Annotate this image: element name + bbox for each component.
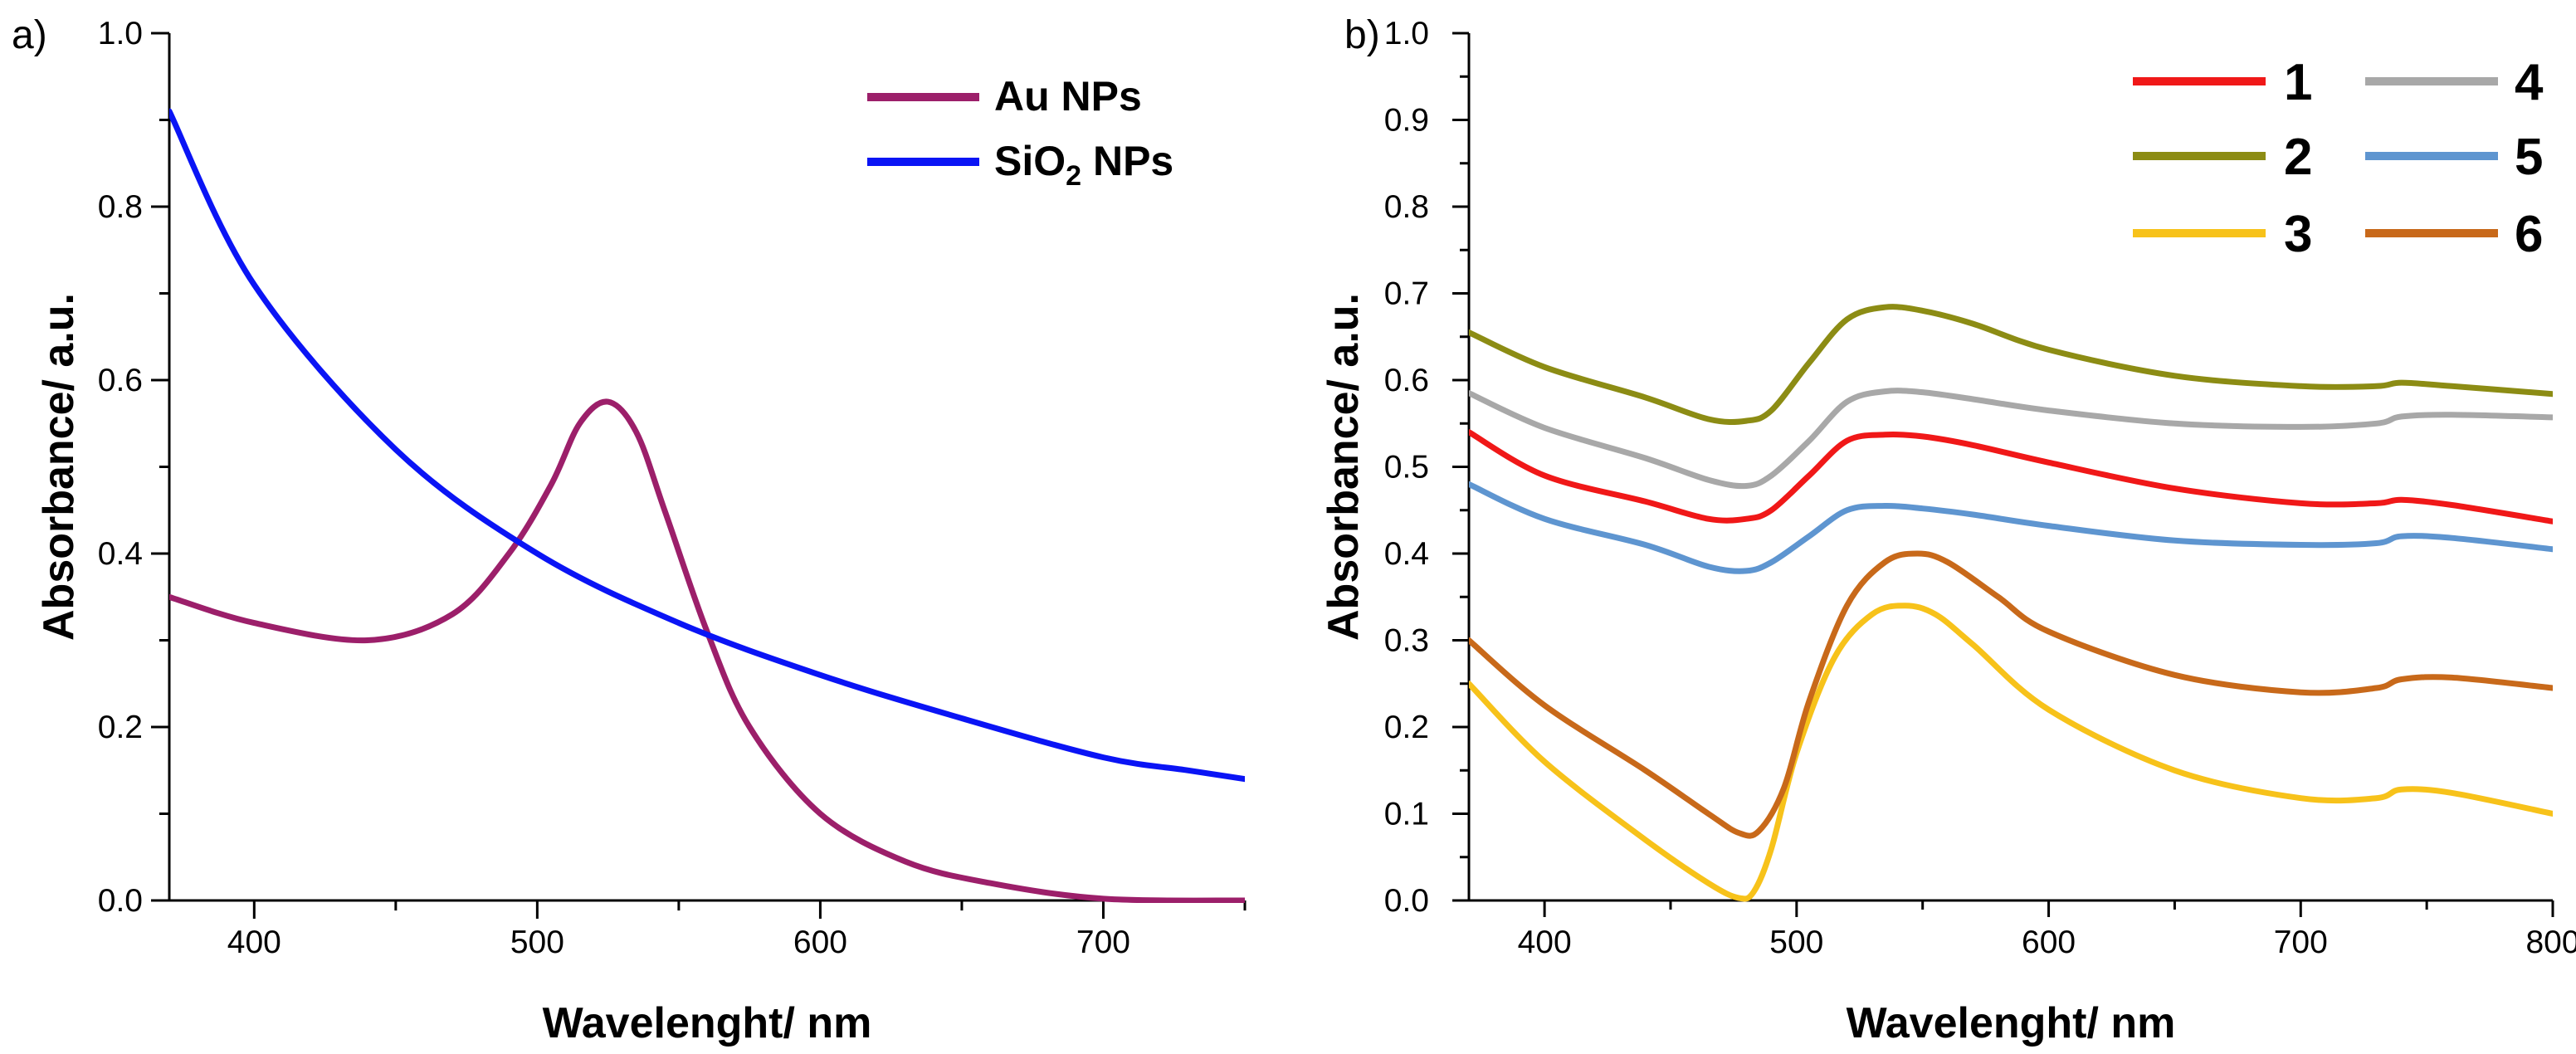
series-line-1 (1469, 429, 2553, 525)
y-tick-label: 0.6 (1384, 363, 1429, 398)
legend-label: 5 (2515, 129, 2543, 186)
x-tick-label: 400 (1518, 925, 1572, 960)
y-tick-label: 0.2 (1384, 710, 1429, 745)
panel-label: b) (1344, 13, 1380, 57)
series-line-5 (1469, 481, 2553, 574)
x-axis-title: Wavelenght/ nm (543, 999, 872, 1047)
y-tick-label: 0.0 (98, 883, 143, 919)
legend-label: SiO2 NPs (994, 138, 1173, 192)
x-tick-label: 600 (793, 925, 847, 960)
series-line-au-nps (169, 398, 1245, 903)
x-tick-label: 700 (1076, 925, 1130, 960)
panel-label: a) (12, 13, 47, 57)
chart-panel-a: 0.0 0.2 0.4 0.6 0.8 1.0 400 500 600 700 Wavelenght… (12, 13, 1247, 1047)
legend-label: 4 (2515, 54, 2544, 111)
y-tick-label: 0.4 (1384, 536, 1429, 572)
x-axis-title: Wavelenght/ nm (1847, 999, 2176, 1047)
y-axis-title: Absorbance/ a.u. (1320, 293, 1368, 641)
series-group (1469, 304, 2553, 902)
legend-label: 3 (2284, 206, 2312, 263)
y-tick-label: 0.8 (98, 189, 143, 225)
series-group (169, 108, 1245, 903)
y-tick-label: 0.9 (1384, 103, 1429, 139)
legend-label: 6 (2515, 206, 2543, 263)
y-axis-title: Absorbance/ a.u. (35, 293, 83, 641)
x-tick-label: 800 (2525, 925, 2576, 960)
chart-panel-b: 0.0 0.1 0.2 0.3 0.4 0.5 0.6 0.7 0.8 0.9 1.0 400 500 6… (1320, 13, 2576, 1047)
y-tick-label: 0.7 (1384, 276, 1429, 312)
x-tick-label: 400 (227, 925, 281, 960)
series-line-6 (1469, 550, 2553, 839)
x-tick-label: 500 (1769, 925, 1823, 960)
y-tick-label: 0.5 (1384, 450, 1429, 486)
legend-label: Au NPs (994, 73, 1142, 120)
legend: Au NPs SiO2 NPs (867, 73, 1173, 192)
x-tick-label: 500 (510, 925, 564, 960)
y-tick-label: 1.0 (98, 16, 143, 51)
series-line-2 (1469, 304, 2553, 425)
series-line-sio2-nps (169, 108, 1245, 783)
y-tick-label: 0.4 (98, 536, 143, 572)
legend-label: 1 (2284, 54, 2312, 111)
series-line-3 (1469, 603, 2553, 902)
y-tick-label: 0.3 (1384, 623, 1429, 659)
series-line-4 (1469, 388, 2553, 490)
legend: 1 2 3 4 5 6 (2133, 54, 2544, 263)
y-tick-label: 0.2 (98, 710, 143, 745)
x-tick-label: 700 (2274, 925, 2328, 960)
y-tick-label: 0.8 (1384, 189, 1429, 225)
y-tick-label: 0.0 (1384, 883, 1429, 919)
y-tick-label: 0.1 (1384, 797, 1429, 832)
y-tick-label: 1.0 (1384, 16, 1429, 51)
legend-label: 2 (2284, 129, 2312, 186)
x-tick-label: 600 (2022, 925, 2076, 960)
y-tick-label: 0.6 (98, 363, 143, 398)
